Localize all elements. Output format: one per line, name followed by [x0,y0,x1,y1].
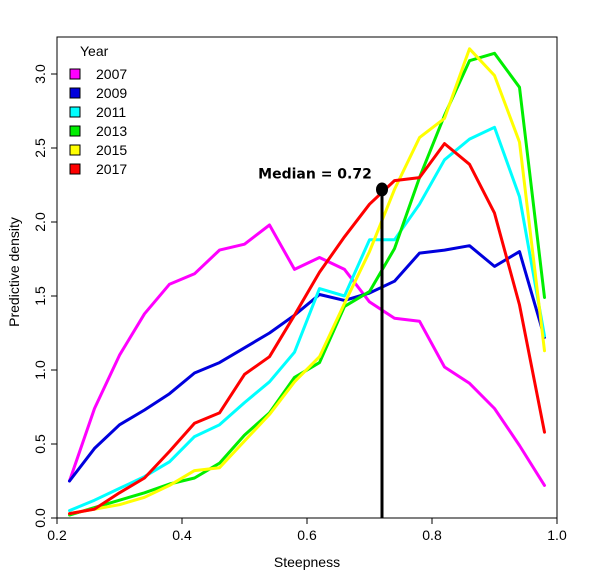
legend-label-2011: 2011 [96,104,126,120]
series-lines [68,47,546,517]
legend-swatch-2013 [69,125,81,137]
legend-swatch-2017 [69,163,81,175]
series-line-2007 [68,223,546,487]
median-label: Median = 0.72 [258,166,372,182]
series-line-2017 [68,142,546,516]
median-annotation: Median = 0.72 [258,166,388,518]
legend-title: Year [80,43,109,59]
x-axis-title: Steepness [274,554,340,570]
x-tick-label: 0.4 [172,527,192,543]
legend-label-2013: 2013 [96,123,127,139]
series-line-2013 [68,51,546,517]
x-tick-label: 1.0 [547,527,567,543]
series-line-2015 [68,47,546,516]
legend-label-2015: 2015 [96,142,127,158]
x-tick-label: 0.6 [297,527,317,543]
y-tick-label: 3.0 [32,64,48,84]
x-axis: 0.2 0.4 0.6 0.8 1.0 [47,518,567,543]
y-tick-label: 2.0 [32,212,48,232]
legend-swatch-2011 [69,106,81,118]
y-tick-label: 2.5 [32,138,48,158]
plot-frame [56,36,558,519]
y-tick-label: 1.5 [32,286,48,306]
x-tick-label: 0.8 [422,527,442,543]
legend-swatch-2007 [69,68,81,80]
x-tick-label: 0.2 [47,527,67,543]
y-tick-label: 1.0 [32,360,48,380]
legend: Year 2007 2009 2011 2013 2015 2017 [69,43,127,177]
legend-label-2007: 2007 [96,66,127,82]
y-tick-label: 0.0 [32,508,48,528]
legend-swatch-2015 [69,144,81,156]
y-axis: 0.0 0.5 1.0 1.5 2.0 2.5 3.0 [32,64,57,528]
legend-label-2009: 2009 [96,85,127,101]
y-axis-title: Predictive density [6,217,22,327]
legend-swatch-2009 [69,87,81,99]
series-line-2009 [68,244,546,483]
median-point [376,182,388,197]
legend-label-2017: 2017 [96,161,127,177]
y-tick-label: 0.5 [32,434,48,454]
